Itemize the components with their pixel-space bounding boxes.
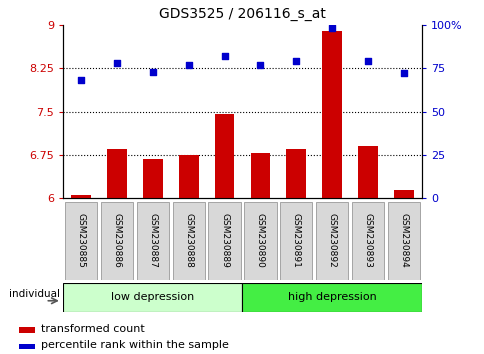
Text: low depression: low depression bbox=[111, 292, 194, 302]
Text: GSM230892: GSM230892 bbox=[327, 213, 336, 268]
Bar bbox=[101, 202, 133, 280]
Point bbox=[363, 58, 371, 64]
Text: GSM230891: GSM230891 bbox=[291, 213, 300, 268]
Bar bbox=[179, 155, 198, 198]
Bar bbox=[358, 146, 377, 198]
Bar bbox=[393, 189, 413, 198]
Point bbox=[292, 58, 300, 64]
Bar bbox=[19, 344, 35, 349]
Bar bbox=[63, 283, 242, 312]
Text: high depression: high depression bbox=[287, 292, 376, 302]
Text: GSM230886: GSM230886 bbox=[112, 213, 121, 268]
Text: transformed count: transformed count bbox=[41, 324, 145, 334]
Bar bbox=[214, 114, 234, 198]
Bar bbox=[65, 202, 97, 280]
Bar bbox=[143, 159, 162, 198]
Title: GDS3525 / 206116_s_at: GDS3525 / 206116_s_at bbox=[159, 7, 325, 21]
Text: GSM230894: GSM230894 bbox=[399, 213, 408, 268]
Point bbox=[328, 25, 335, 31]
Text: GSM230893: GSM230893 bbox=[363, 213, 372, 268]
Point bbox=[184, 62, 192, 68]
Point bbox=[77, 78, 85, 83]
Point bbox=[113, 60, 121, 66]
Bar bbox=[242, 283, 421, 312]
Point bbox=[399, 70, 407, 76]
Bar bbox=[71, 195, 91, 198]
Bar bbox=[280, 202, 312, 280]
Bar bbox=[322, 30, 341, 198]
Bar bbox=[387, 202, 419, 280]
Bar bbox=[208, 202, 240, 280]
Point bbox=[220, 53, 228, 59]
Bar bbox=[19, 327, 35, 333]
Bar bbox=[351, 202, 383, 280]
Bar bbox=[172, 202, 204, 280]
Text: GSM230890: GSM230890 bbox=[256, 213, 264, 268]
Text: GSM230888: GSM230888 bbox=[184, 213, 193, 268]
Text: GSM230889: GSM230889 bbox=[220, 213, 228, 268]
Point bbox=[149, 69, 156, 74]
Bar bbox=[316, 202, 348, 280]
Text: GSM230887: GSM230887 bbox=[148, 213, 157, 268]
Bar bbox=[250, 153, 270, 198]
Point bbox=[256, 62, 264, 68]
Text: individual: individual bbox=[9, 289, 60, 299]
Bar bbox=[244, 202, 276, 280]
Text: GSM230885: GSM230885 bbox=[76, 213, 85, 268]
Text: percentile rank within the sample: percentile rank within the sample bbox=[41, 341, 229, 350]
Bar bbox=[107, 149, 126, 198]
Bar bbox=[286, 149, 305, 198]
Bar bbox=[136, 202, 168, 280]
